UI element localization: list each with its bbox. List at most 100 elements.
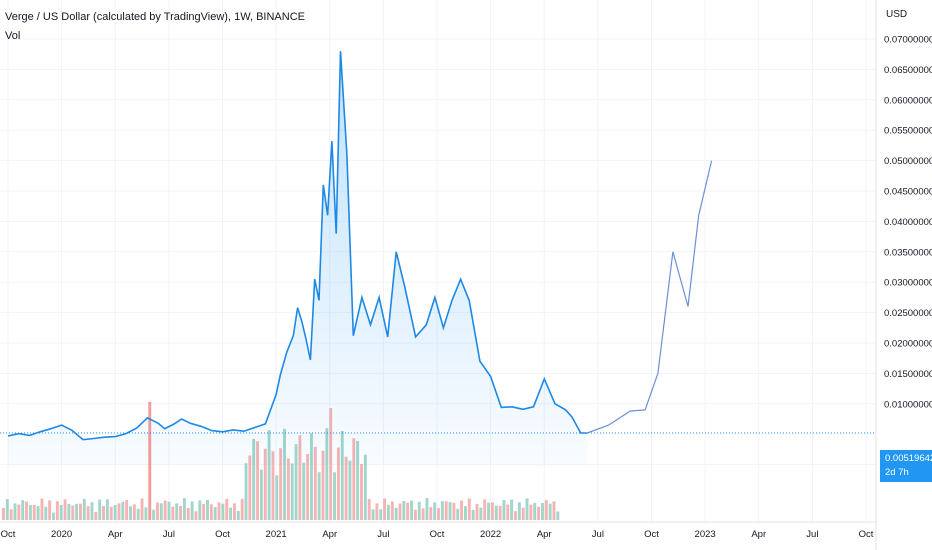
volume-bar (236, 511, 240, 520)
x-tick-label: Oct (644, 529, 659, 540)
x-tick-label: 2020 (51, 529, 72, 540)
volume-bar (144, 507, 148, 520)
x-tick-label: 2022 (480, 529, 501, 540)
volume-bar (156, 502, 159, 520)
volume-bar (21, 500, 25, 520)
volume-indicator-label[interactable]: Vol (5, 30, 21, 42)
x-tick-label: Jul (377, 529, 389, 540)
volume-bar (44, 506, 48, 520)
x-tick-label: Jul (806, 529, 818, 540)
volume-bar (456, 508, 460, 520)
volume-bar (179, 506, 182, 520)
volume-bar (483, 499, 487, 520)
volume-bar (317, 472, 321, 520)
volume-bar (136, 508, 140, 520)
volume-bar (433, 502, 437, 520)
volume-bar (506, 504, 510, 520)
volume-bar (2, 508, 5, 520)
volume-bar (52, 512, 55, 520)
volume-bar (198, 500, 202, 520)
volume-bar (71, 505, 75, 520)
volume-bar (5, 499, 9, 520)
y-tick-label: 0.02000000 (884, 339, 932, 350)
volume-bar (213, 507, 217, 520)
volume-bar (371, 509, 375, 520)
x-tick-label: 2021 (266, 529, 287, 540)
volume-bar (202, 503, 206, 520)
volume-bar (467, 498, 471, 520)
volume-bar (310, 433, 313, 520)
volume-bar (475, 504, 479, 520)
volume-bar (206, 500, 209, 520)
volume-bar (113, 505, 117, 520)
volume-bar (75, 503, 79, 520)
volume-bar (217, 502, 221, 520)
x-tick-label: Oct (859, 529, 874, 540)
volume-bar (240, 498, 244, 520)
volume-bar (336, 447, 340, 520)
volume-bar (167, 501, 171, 520)
volume-bar (248, 455, 252, 520)
volume-bar (159, 503, 163, 520)
y-axis: 0.07000000 0.06500000 0.06000000 0.05500000… (884, 35, 932, 472)
volume-bar (379, 509, 383, 520)
volume-bar (421, 508, 425, 520)
volume-bar (121, 501, 125, 520)
volume-bar (390, 501, 394, 520)
y-tick-label: 0.06000000 (884, 95, 932, 106)
chart-title: Verge / US Dollar (calculated by Trading… (5, 11, 305, 23)
volume-bar (25, 501, 28, 520)
volume-bar (383, 498, 387, 520)
volume-bar (275, 475, 279, 520)
volume-bar (514, 511, 517, 520)
volume-bar (510, 499, 514, 520)
y-tick-label: 0.01000000 (884, 399, 932, 410)
volume-bar (321, 450, 325, 520)
volume-bar (175, 503, 179, 520)
y-tick-label: 0.03500000 (884, 247, 932, 258)
volume-bar (348, 460, 352, 520)
volume-bar (313, 446, 317, 520)
y-tick-label: 0.01500000 (884, 369, 932, 380)
volume-bar (352, 438, 356, 520)
price-area (8, 51, 588, 465)
volume-bar (259, 469, 263, 520)
volume-bar (194, 511, 198, 520)
volume-bar (48, 500, 52, 520)
volume-bar (448, 502, 452, 520)
volume-bar (406, 502, 410, 520)
volume-bar (552, 501, 556, 520)
volume-bar (517, 502, 521, 520)
volume-bar (525, 498, 529, 520)
volume-bar (79, 503, 82, 520)
volume-bar (460, 500, 464, 520)
countdown-value: 2d 7h (885, 467, 909, 478)
volume-bar (417, 501, 421, 520)
volume-bar (105, 499, 109, 520)
volume-bar (102, 505, 105, 520)
x-axis: Oct 2020 Apr Jul Oct 2021 Apr Jul Oct 2022 Apr Jul O… (1, 529, 874, 540)
volume-bar (252, 438, 256, 520)
volume-bar (63, 499, 67, 520)
volume-bar (487, 502, 490, 520)
volume-bar (452, 502, 456, 520)
volume-bar (132, 504, 136, 520)
volume-bar (117, 503, 121, 520)
volume-bar (256, 441, 259, 520)
y-tick-label: 0.04000000 (884, 217, 932, 228)
volume-bar (17, 504, 21, 520)
volume-bar (502, 500, 506, 520)
volume-bar (444, 501, 448, 520)
y-tick-label: 0.03000000 (884, 278, 932, 289)
volume-bar (356, 441, 360, 520)
volume-bar (363, 454, 367, 520)
volume-bar (36, 506, 40, 520)
volume-bar (163, 500, 167, 520)
price-line (7, 51, 588, 441)
volume-bar (425, 498, 429, 520)
volume-bar (494, 505, 498, 520)
volume-bar (471, 509, 475, 520)
volume-bar (294, 444, 298, 520)
volume-bar (537, 506, 541, 520)
